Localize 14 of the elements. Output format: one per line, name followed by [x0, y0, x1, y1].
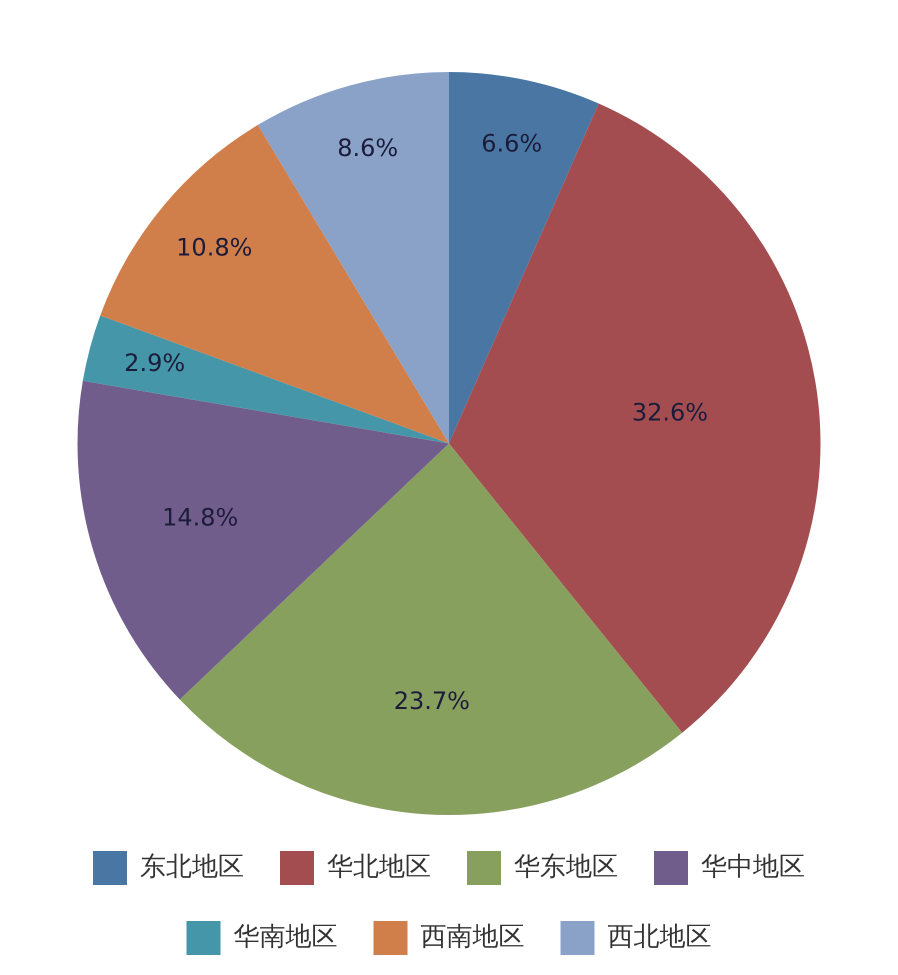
data-label: 10.8%: [176, 234, 252, 262]
data-label: 14.8%: [162, 503, 238, 532]
legend-label: 西南地区: [420, 922, 524, 952]
data-label: 2.9%: [124, 349, 186, 378]
legend-label: 华东地区: [514, 852, 618, 882]
legend-label: 东北地区: [140, 852, 244, 882]
legend-label: 华北地区: [327, 852, 431, 882]
legend-label: 西北地区: [608, 922, 712, 952]
data-label: 32.6%: [632, 398, 708, 426]
data-label: 8.6%: [337, 134, 398, 162]
data-label: 6.6%: [481, 130, 542, 158]
data-label: 23.7%: [394, 687, 470, 716]
legend-label: 华南地区: [234, 922, 338, 952]
legend-label: 华中地区: [701, 852, 805, 882]
